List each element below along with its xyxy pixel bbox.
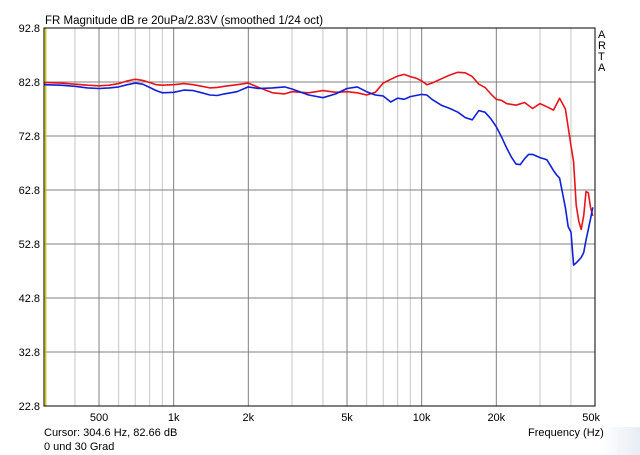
plot-frame bbox=[43, 27, 596, 407]
x-tick-label: 500 bbox=[90, 412, 108, 424]
x-tick-label: 5k bbox=[341, 412, 353, 424]
x-tick-label: 20k bbox=[487, 412, 505, 424]
x-tick-label: 2k bbox=[243, 412, 255, 424]
side-label-letter: A bbox=[598, 29, 606, 41]
y-tick-label: 22.8 bbox=[19, 401, 40, 413]
readout-background bbox=[600, 427, 640, 455]
x-axis-label: Frequency (Hz) bbox=[528, 427, 604, 439]
side-label-letter: T bbox=[598, 51, 605, 63]
x-tick-labels: 500 1k 2k 5k 10k 20k 50k bbox=[90, 412, 601, 424]
y-tick-label: 42.8 bbox=[19, 293, 40, 305]
y-tick-labels: 92.8 82.8 72.8 62.8 52.8 42.8 32.8 22.8 bbox=[19, 23, 40, 413]
y-tick-label: 32.8 bbox=[19, 347, 40, 359]
x-tick-label: 50k bbox=[582, 412, 600, 424]
chart-title: FR Magnitude dB re 20uPa/2.83V (smoothed… bbox=[45, 15, 324, 27]
series-line-red bbox=[43, 71, 594, 231]
x-tick-label: 1k bbox=[168, 412, 180, 424]
side-label-letter: A bbox=[598, 62, 606, 74]
series-group bbox=[43, 71, 594, 266]
series-line-blue bbox=[43, 82, 594, 266]
y-tick-label: 52.8 bbox=[19, 239, 40, 251]
y-tick-label: 72.8 bbox=[19, 131, 40, 143]
cursor-readout: Cursor: 304.6 Hz, 82.66 dB bbox=[44, 427, 178, 439]
y-tick-label: 92.8 bbox=[19, 23, 40, 35]
measurement-note: 0 und 30 Grad bbox=[44, 441, 115, 453]
y-tick-label: 62.8 bbox=[19, 185, 40, 197]
x-tick-label: 10k bbox=[413, 412, 431, 424]
side-label-letter: R bbox=[598, 40, 606, 52]
y-tick-label: 82.8 bbox=[19, 77, 40, 89]
